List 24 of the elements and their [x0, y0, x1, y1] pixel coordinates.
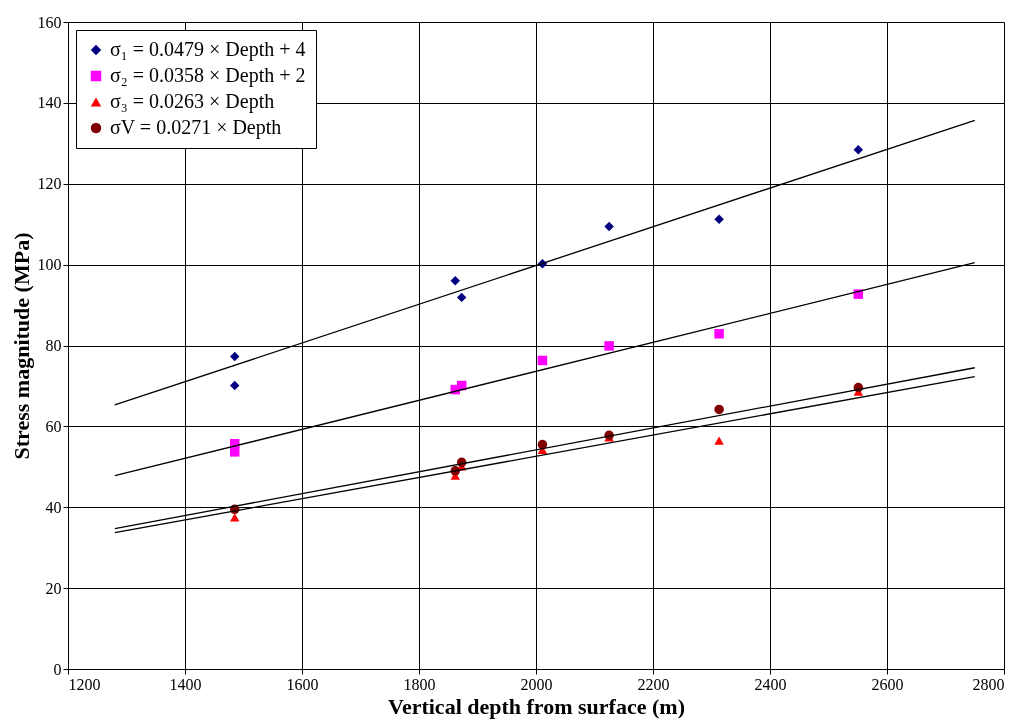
y-tick-label: 0 [53, 660, 62, 678]
x-axis-title: Vertical depth from surface (m) [388, 693, 685, 719]
y-axis-title: Stress magnitude (MPa) [8, 232, 34, 460]
y-tick-label: 20 [45, 579, 62, 597]
x-tick-label: 1800 [403, 675, 436, 693]
legend-label: σ₁ = 0.0479 × Depth + 4 [110, 38, 306, 61]
x-tick-label: 2800 [972, 675, 1005, 693]
x-tick-label: 1600 [286, 675, 319, 693]
y-tick-label: 80 [45, 337, 62, 354]
y-tick-label: 140 [37, 94, 62, 112]
legend-label: σV = 0.0271 × Depth [110, 116, 282, 139]
x-tick-label: 1400 [169, 675, 202, 693]
x-tick-label: 2600 [871, 675, 904, 693]
legend-label: σ₃ = 0.0263 × Depth [110, 90, 275, 113]
x-tick-label: 2200 [637, 675, 670, 693]
legend-label: σ₂ = 0.0358 × Depth + 2 [110, 64, 306, 87]
x-tick-label: 2000 [520, 675, 553, 693]
y-tick-label: 60 [45, 417, 62, 435]
y-tick-label: 160 [37, 13, 62, 31]
x-tick-label: 1200 [68, 675, 101, 693]
y-tick-label: 40 [45, 498, 62, 516]
y-tick-label: 120 [37, 175, 62, 193]
y-tick-label: 100 [37, 256, 62, 274]
x-tick-label: 2400 [754, 675, 787, 693]
